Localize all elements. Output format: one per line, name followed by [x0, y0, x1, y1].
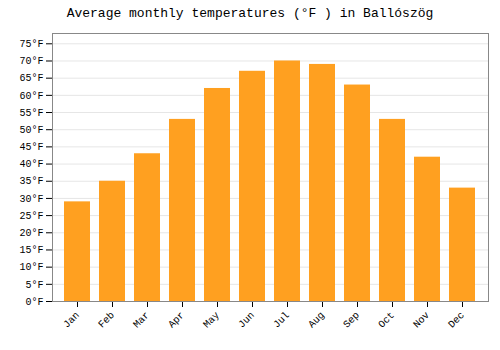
- svg-text:Jul: Jul: [271, 310, 292, 331]
- svg-text:Mar: Mar: [131, 310, 152, 331]
- html-text:Average monthly temperatures (: Average monthly temperatures (°F ) in Ba…: [66, 6, 434, 21]
- svg-text:35°F: 35°F: [19, 176, 43, 187]
- svg-text:70°F: 70°F: [19, 56, 43, 67]
- svg-text:60°F: 60°F: [19, 91, 43, 102]
- svg-text:0°F: 0°F: [25, 297, 43, 308]
- svg-text:Jan: Jan: [61, 310, 82, 331]
- svg-text:Nov: Nov: [411, 310, 432, 331]
- svg-text:Aug: Aug: [306, 310, 327, 331]
- svg-text:Feb: Feb: [96, 310, 117, 331]
- svg-text:75°F: 75°F: [19, 39, 43, 50]
- svg-text:10°F: 10°F: [19, 262, 43, 273]
- svg-text:65°F: 65°F: [19, 73, 43, 84]
- svg-text:15°F: 15°F: [19, 245, 43, 256]
- svg-text:55°F: 55°F: [19, 108, 43, 119]
- svg-text:May: May: [201, 310, 222, 331]
- svg-text:Apr: Apr: [166, 310, 187, 331]
- svg-text:50°F: 50°F: [19, 125, 43, 136]
- svg-text:40°F: 40°F: [19, 159, 43, 170]
- svg-text:45°F: 45°F: [19, 142, 43, 153]
- svg-text:20°F: 20°F: [19, 228, 43, 239]
- svg-text:Oct: Oct: [376, 310, 397, 331]
- svg-text:25°F: 25°F: [19, 211, 43, 222]
- svg-text:Jun: Jun: [236, 310, 257, 331]
- svg-text:30°F: 30°F: [19, 194, 43, 205]
- svg-text:5°F: 5°F: [25, 280, 43, 291]
- svg-text:Dec: Dec: [446, 310, 467, 331]
- svg-text:Sep: Sep: [341, 310, 362, 331]
